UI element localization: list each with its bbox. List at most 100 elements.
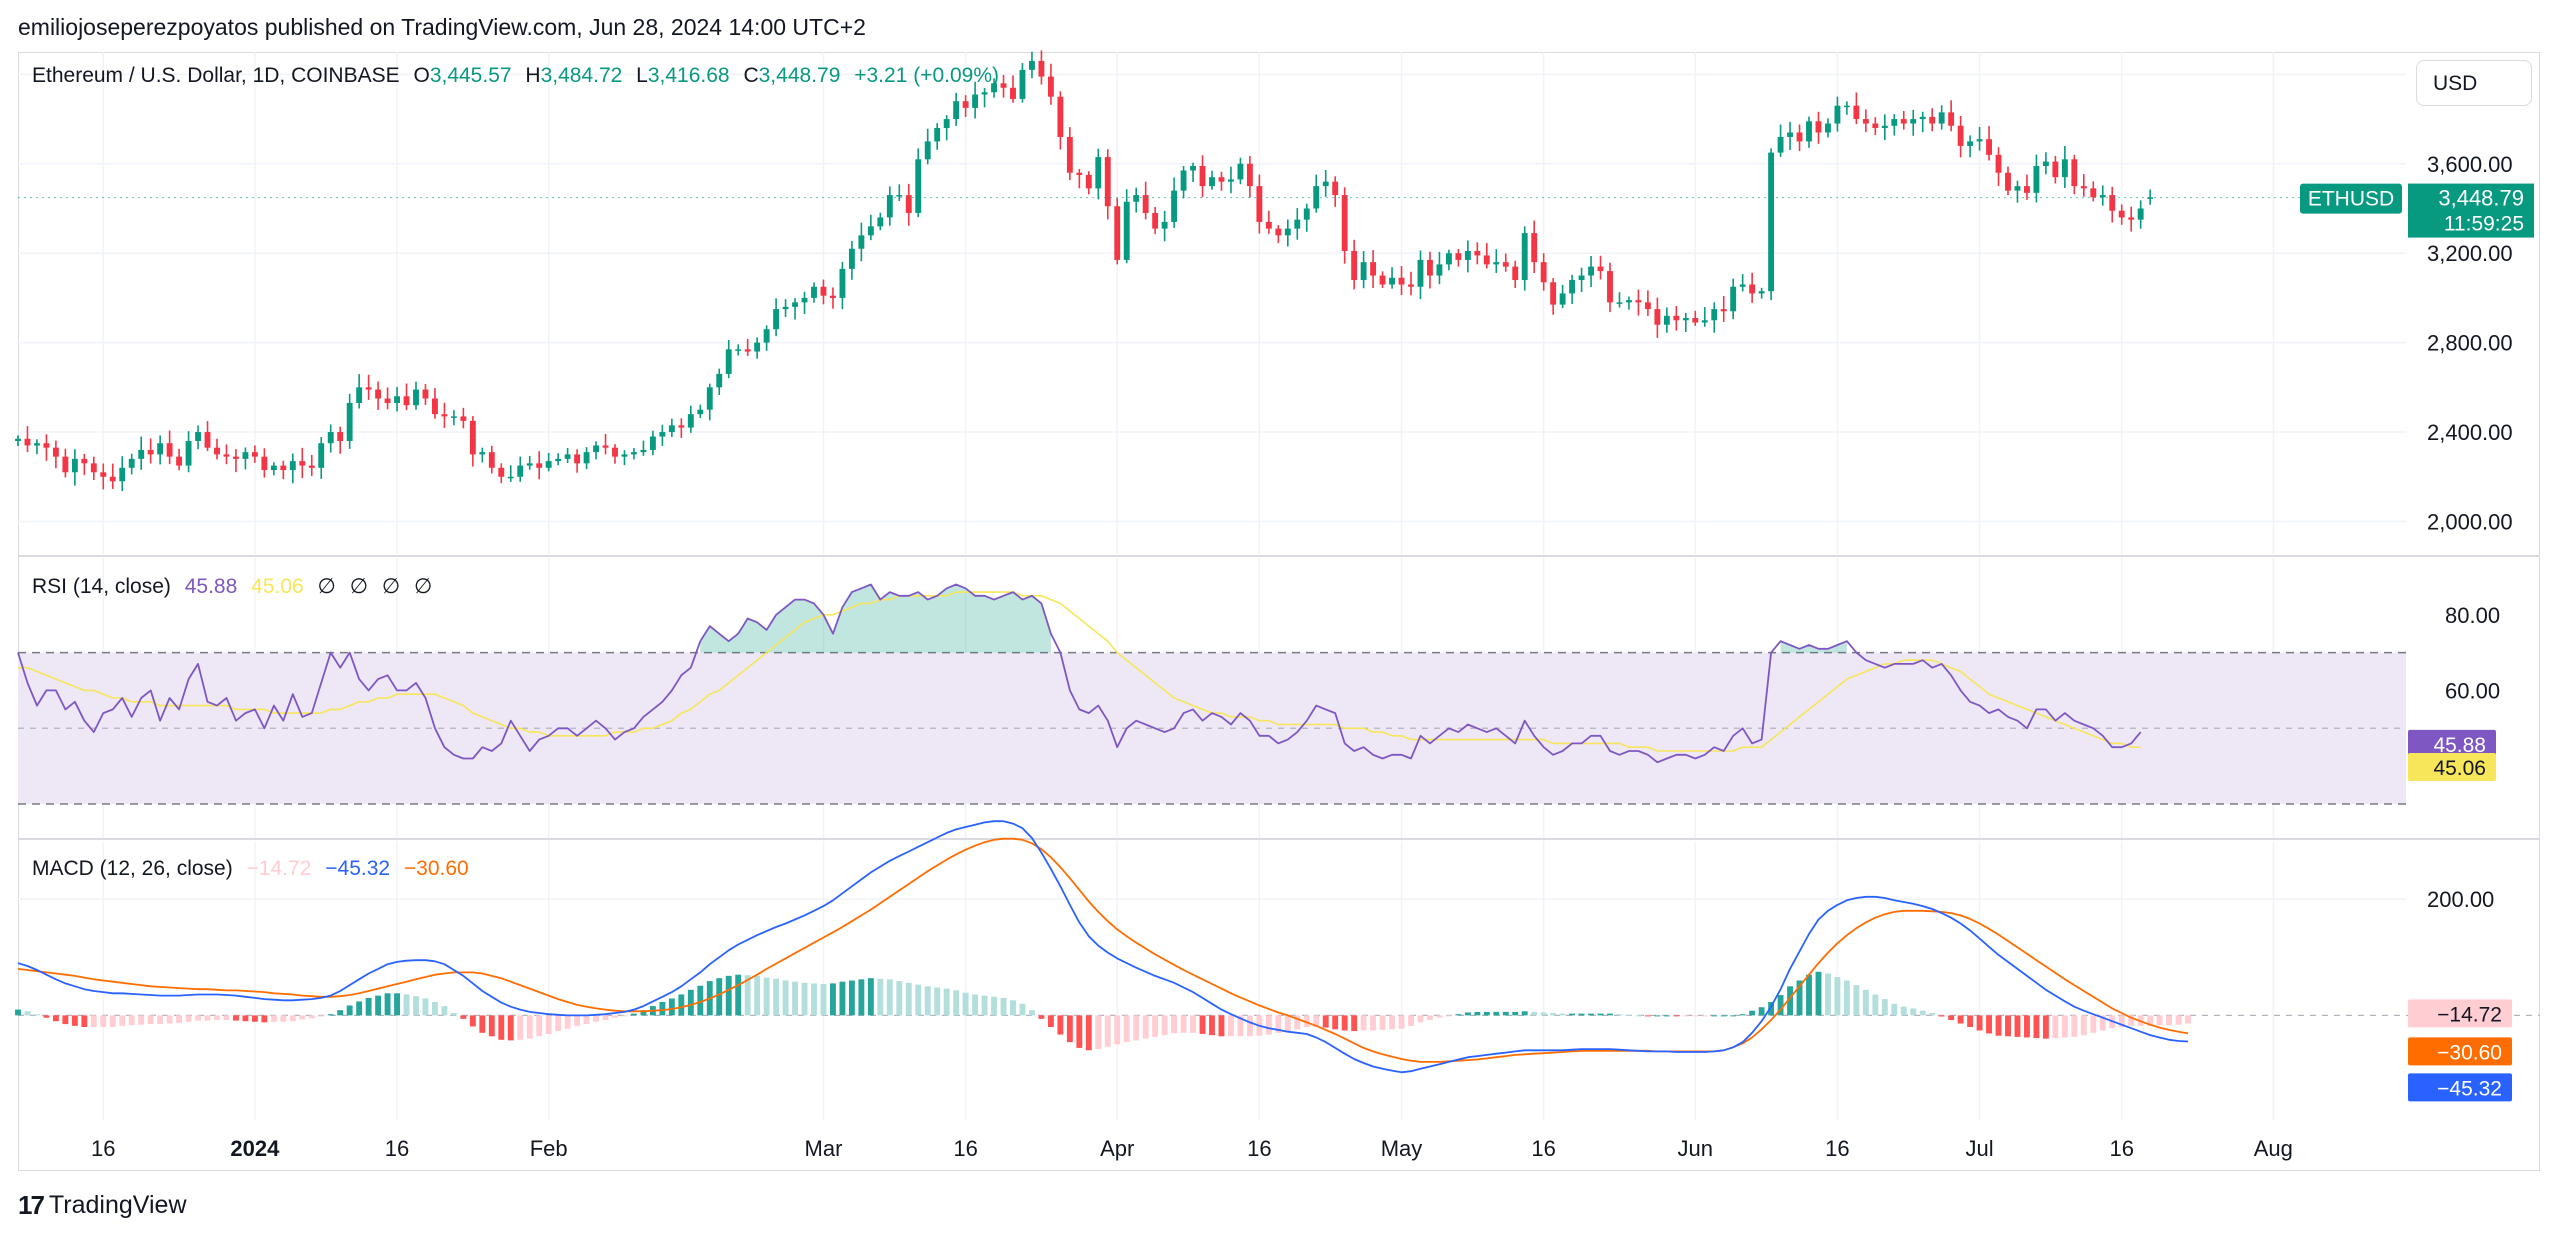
rsi-value: 45.88 (184, 575, 238, 598)
candle-body (365, 387, 372, 390)
candle-body (1114, 206, 1121, 260)
candle-body (242, 452, 249, 459)
candle-body (479, 452, 486, 455)
macd-histogram-bar (337, 1010, 344, 1016)
candle-body (1066, 136, 1073, 173)
candle-body (1682, 318, 1689, 321)
candle-body (1199, 166, 1206, 187)
rsi-extra-2: ∅ (349, 575, 368, 598)
macd-histogram-bar (1246, 1015, 1253, 1037)
candle-body (2099, 195, 2106, 198)
macd-signal-value: −30.60 (403, 857, 469, 880)
candle-body (545, 461, 552, 468)
candle-body (1246, 163, 1253, 187)
macd-histogram-bar (593, 1015, 599, 1022)
macd-histogram-bar (1152, 1015, 1159, 1037)
macd-histogram-bar (1540, 1012, 1547, 1016)
candle-body (337, 432, 344, 441)
candle-body (1142, 195, 1149, 213)
macd-histogram-bar (1957, 1015, 1964, 1024)
candle-body (1626, 300, 1632, 303)
candle-body (1919, 116, 1926, 120)
macd-histogram-bar (34, 1014, 40, 1016)
macd-histogram-bar (1057, 1015, 1064, 1035)
price-tag-countdown: 11:59:25 (2444, 213, 2524, 236)
macd-histogram-bar (877, 978, 884, 1016)
candle-body (839, 268, 846, 298)
time-axis-label: Mar (805, 1136, 843, 1161)
macd-histogram-bar (1758, 1007, 1765, 1016)
macd-histogram-bar (71, 1015, 78, 1026)
macd-histogram-bar (1228, 1015, 1234, 1037)
macd-histogram-bar (1673, 1015, 1680, 1017)
macd-histogram-bar (308, 1015, 315, 1019)
macd-histogram-bar (1749, 1010, 1756, 1016)
macd-line-value: −45.32 (325, 857, 391, 880)
candle-body (697, 409, 704, 415)
candle-body (1076, 172, 1083, 175)
rsi-legend: RSI (14, close) 45.88 45.06 ∅ ∅ ∅ ∅ (32, 574, 440, 599)
time-axis-label: Aug (2254, 1136, 2293, 1161)
macd-histogram-bar (867, 978, 874, 1016)
macd-histogram-bar (763, 977, 770, 1016)
candle-body (1663, 315, 1670, 325)
macd-histogram-bar (1900, 1006, 1907, 1016)
macd-histogram-bar (1379, 1015, 1386, 1030)
candle-body (147, 449, 154, 455)
candle-body (119, 467, 126, 482)
candle-body (185, 440, 192, 466)
candle-body (763, 329, 770, 343)
candle-body (1673, 315, 1680, 321)
macd-histogram-bar (1569, 1013, 1576, 1016)
candle-body (848, 248, 855, 269)
tradingview-logo[interactable]: 17 TradingView (18, 1190, 187, 1221)
macd-histogram-bar (1635, 1015, 1642, 1017)
macd-histogram-bar (1142, 1015, 1149, 1039)
macd-histogram-bar (1010, 1000, 1016, 1016)
macd-histogram-bar (1872, 994, 1879, 1016)
candle-body (1436, 264, 1443, 276)
currency-button[interactable]: USD (2416, 60, 2532, 106)
candle-body (2128, 217, 2135, 220)
macd-histogram-bar (1445, 1015, 1452, 1017)
macd-histogram-bar (299, 1015, 306, 1020)
macd-histogram-bar (2147, 1015, 2154, 1026)
candle-body (2005, 172, 2011, 191)
macd-histogram-bar (687, 989, 694, 1016)
rsi-ma-value: 45.06 (251, 575, 304, 598)
candle-body (507, 476, 514, 479)
candle-body (1483, 255, 1490, 265)
candle-body (90, 463, 97, 473)
candle-body (536, 463, 543, 468)
macd-histogram-bar (270, 1015, 277, 1022)
candle-body (792, 302, 798, 307)
candle-body (1938, 112, 1945, 124)
macd-histogram-bar (346, 1005, 353, 1016)
time-axis-label: Jun (1678, 1136, 1713, 1161)
macd-histogram-bar (583, 1015, 590, 1025)
candle-body (612, 447, 618, 457)
macd-histogram-bar (1209, 1015, 1215, 1036)
macd-histogram-bar (488, 1015, 495, 1037)
macd-histogram-bar (1929, 1013, 1936, 1016)
macd-histogram-bar (1171, 1015, 1178, 1034)
macd-histogram-bar (555, 1015, 562, 1032)
macd-histogram-bar (697, 985, 704, 1016)
macd-histogram-bar (991, 996, 997, 1016)
macd-histogram-bar (2024, 1015, 2030, 1038)
candle-body (1796, 132, 1803, 142)
candle-body (1521, 233, 1528, 281)
macd-histogram-bar (1294, 1015, 1301, 1030)
macd-histogram-bar (2090, 1015, 2097, 1033)
macd-histogram-bar (1531, 1011, 1538, 1016)
candle-body (1313, 186, 1320, 209)
macd-histogram-bar (924, 986, 931, 1016)
macd-histogram-bar (1796, 980, 1803, 1016)
macd-histogram-bar (2156, 1015, 2163, 1026)
macd-histogram-bar (223, 1015, 230, 1021)
candle-body (1957, 125, 1964, 146)
macd-histogram-bar (725, 975, 732, 1016)
candle-body (1635, 300, 1642, 303)
candle-body (1180, 170, 1187, 191)
